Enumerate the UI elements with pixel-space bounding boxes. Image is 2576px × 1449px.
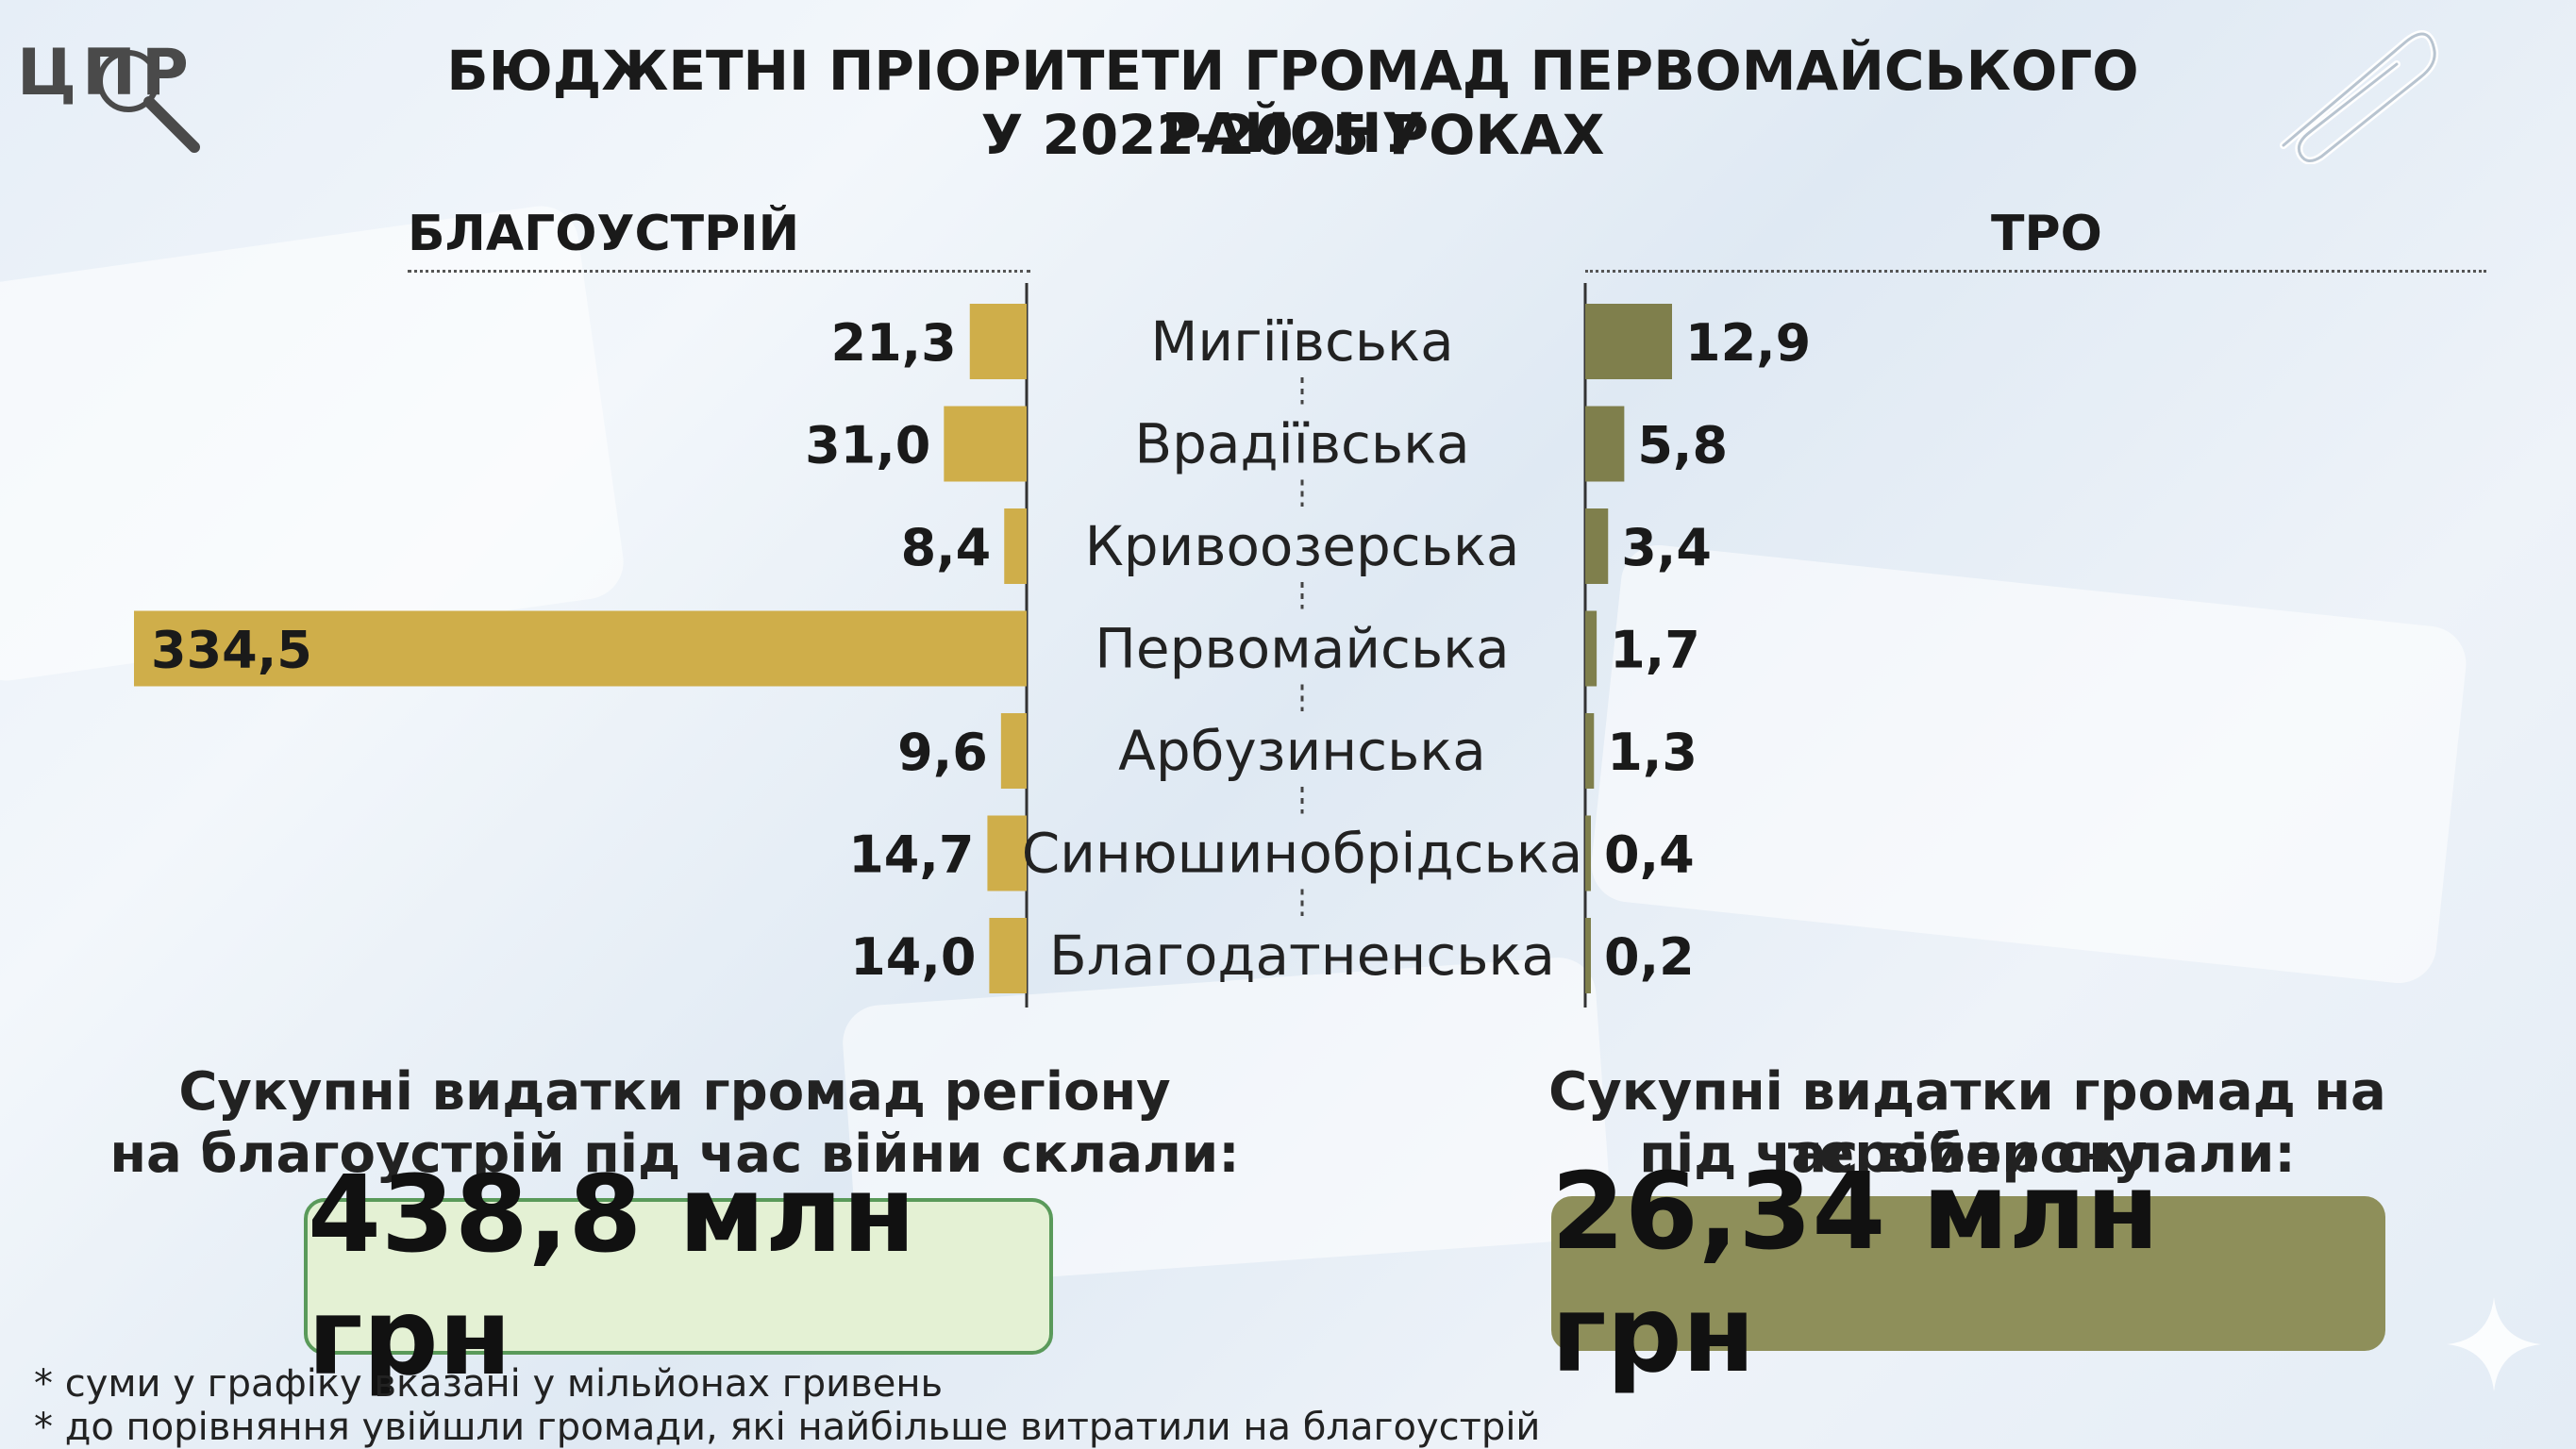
data-label-tro: 5,8 — [1637, 416, 1728, 475]
bar-tro — [1585, 508, 1609, 584]
bar-tro — [1585, 610, 1597, 687]
bar-blagoustriy — [134, 610, 1027, 687]
data-label-tro: 1,7 — [1610, 621, 1700, 680]
page-title-line-1: БЮДЖЕТНІ ПРІОРИТЕТИ ГРОМАД ПЕРВОМАЙСЬКОГ… — [446, 39, 2139, 165]
bar-tro — [1585, 406, 1625, 482]
data-label-tro: 1,3 — [1607, 723, 1698, 782]
right-section-divider — [1585, 270, 2486, 273]
page-title-line-2: У 2022-2025 РОКАХ — [980, 103, 1605, 167]
left-section-divider — [408, 270, 1030, 273]
bar-blagoustriy — [989, 918, 1027, 993]
data-label-blagoustriy: 31,0 — [805, 416, 930, 475]
bar-blagoustriy — [969, 304, 1027, 379]
bar-blagoustriy — [987, 815, 1027, 891]
data-label-blagoustriy: 334,5 — [151, 621, 312, 680]
data-label-blagoustriy: 8,4 — [901, 518, 992, 577]
bar-blagoustriy — [944, 406, 1027, 482]
paperclip-icon — [2280, 30, 2439, 164]
data-label-tro: 12,9 — [1685, 313, 1811, 373]
sparkle-icon — [2447, 1297, 2541, 1391]
bar-tro — [1585, 713, 1595, 789]
footnotes: * суми у графіку вказані у мільйонах гри… — [34, 1362, 1540, 1449]
data-label-tro: 0,2 — [1604, 927, 1695, 987]
left-summary-line-1: Сукупні видатки громад регіону — [178, 1061, 1171, 1123]
data-label-blagoustriy: 14,7 — [848, 825, 974, 885]
category-label: Первомайська — [1095, 617, 1509, 681]
category-label: Мигіївська — [1150, 309, 1453, 374]
left-total-badge: 438,8 млн грн — [304, 1154, 1053, 1399]
right-total-badge: 26,34 млн грн — [1551, 1151, 2385, 1396]
data-label-blagoustriy: 9,6 — [897, 723, 988, 782]
data-label-tro: 0,4 — [1604, 825, 1695, 885]
bar-tro — [1585, 918, 1591, 993]
data-label-tro: 3,4 — [1621, 518, 1712, 577]
budget-chart: 21,3 12,9 Мигіївська 31,0 5,8 Врадіївська 8,4 3… — [134, 283, 1811, 1008]
bar-tro — [1585, 304, 1672, 379]
category-label: Арбузинська — [1118, 719, 1486, 783]
category-label: Благодатненська — [1049, 924, 1555, 988]
right-summary-line-2: під час війни склали: — [1639, 1124, 2296, 1185]
left-section-title: БЛАГОУСТРІЙ — [408, 206, 800, 262]
logo: ЦПР — [17, 36, 200, 153]
bar-tro — [1585, 815, 1591, 891]
footnote: * суми у графіку вказані у мільйонах гри… — [34, 1362, 944, 1406]
magnifier-icon — [97, 50, 200, 153]
footnote: * до порівняння увійшли громади, які най… — [34, 1406, 1541, 1449]
data-label-blagoustriy: 14,0 — [850, 927, 976, 987]
right-summary-line-1: Сукупні видатки громад на тероборону — [1548, 1061, 2386, 1185]
category-label: Синюшинобрідська — [1022, 822, 1583, 886]
bar-blagoustriy — [1004, 508, 1027, 584]
data-label-blagoustriy: 21,3 — [831, 313, 957, 373]
right-section-title: ТРО — [1991, 206, 2102, 262]
category-label: Врадіївська — [1134, 412, 1469, 476]
bar-blagoustriy — [1000, 713, 1027, 789]
category-label: Кривоозерська — [1085, 514, 1520, 578]
left-summary-line-2: на благоустрій під час війни склали: — [109, 1124, 1240, 1185]
